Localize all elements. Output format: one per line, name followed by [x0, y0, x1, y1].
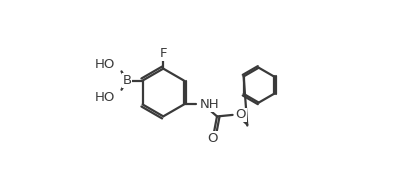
Text: O: O [207, 132, 218, 145]
Text: HO: HO [95, 91, 116, 104]
Text: HO: HO [95, 58, 116, 70]
Text: F: F [160, 47, 167, 60]
Text: O: O [236, 108, 246, 121]
Text: B: B [122, 74, 132, 87]
Text: NH: NH [200, 98, 220, 111]
